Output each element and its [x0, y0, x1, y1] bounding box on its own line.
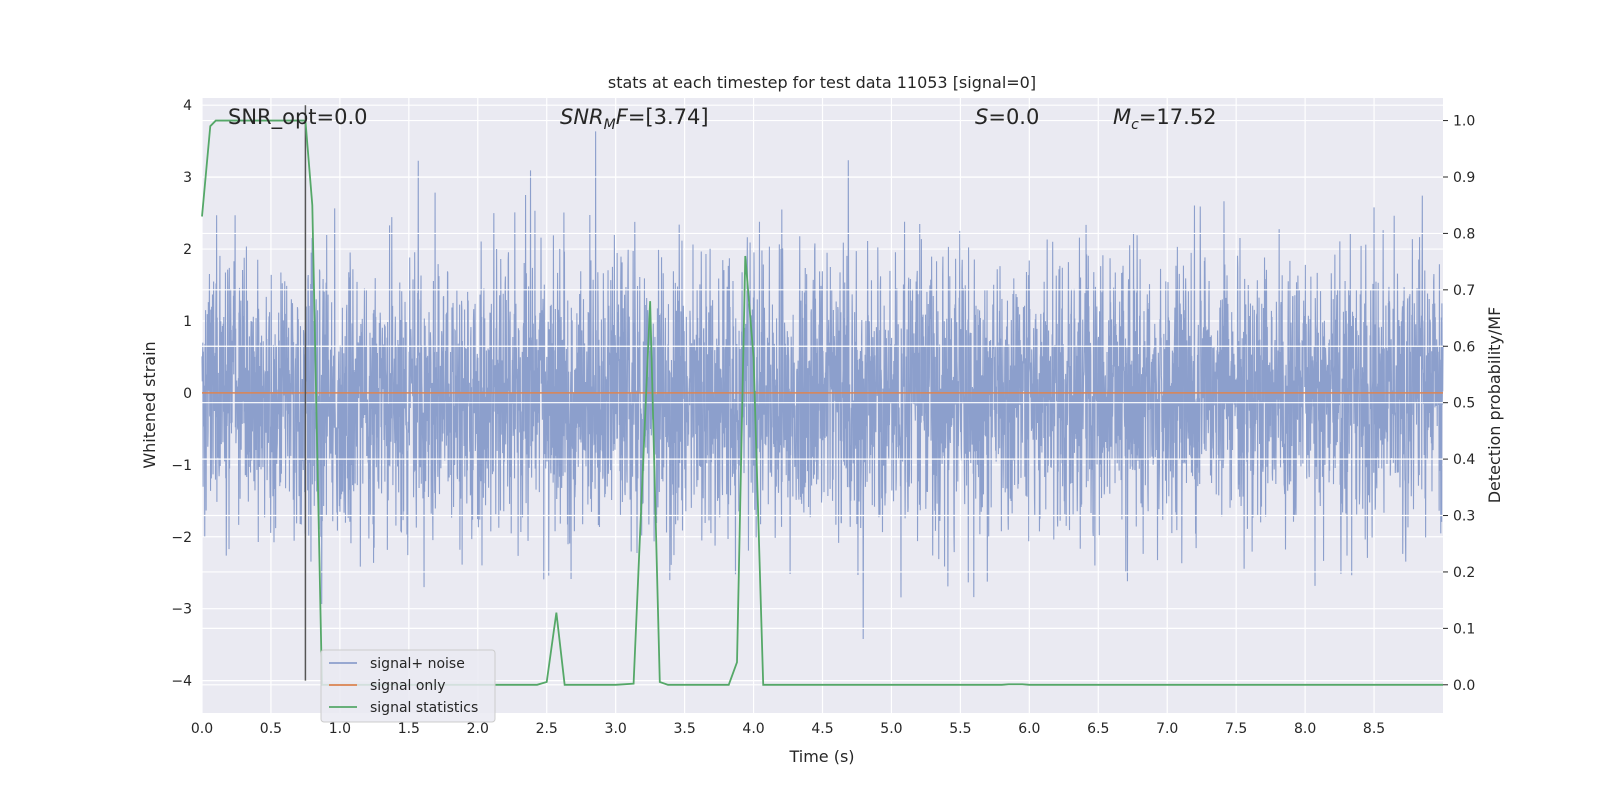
mc-italic: M [1113, 105, 1131, 129]
x-tick-label: 6.0 [1018, 721, 1040, 737]
legend-box [320, 649, 496, 723]
y-tick-label: 0 [183, 386, 192, 402]
x-tick-label: 3.5 [673, 721, 695, 737]
y-tick-label: 2 [183, 242, 192, 258]
y-tick-label: 3 [183, 170, 192, 186]
y-right-tick-label: 0.9 [1453, 170, 1475, 186]
x-ticks: 0.0 0.5 1.0 1.5 2.0 2.5 3.0 3.5 4.0 4.5 5.0 5.5 6.0 6… [191, 721, 1385, 737]
legend: signal+ noise signal only signal statist… [320, 649, 496, 723]
annotation-snr-opt: SNR_opt=0.0 [228, 105, 368, 130]
x-tick-label: 8.0 [1294, 721, 1316, 737]
y-right-tick-label: 1.0 [1453, 114, 1475, 130]
x-tick-label: 3.0 [605, 721, 627, 737]
noise-line [201, 131, 1444, 639]
x-tick-label: 4.5 [811, 721, 833, 737]
x-tick-label: 1.0 [329, 721, 351, 737]
y-right-tick-label: 0.4 [1453, 452, 1475, 468]
x-tick-label: 8.5 [1363, 721, 1385, 737]
legend-label-signal: signal only [370, 678, 445, 694]
y-right-tick-label: 0.0 [1453, 678, 1475, 694]
x-tick-label: 0.5 [260, 721, 282, 737]
annotation-snr-mf: SNRMF=[3.74] [560, 105, 709, 133]
y-tick-label: −4 [171, 674, 192, 690]
series-signal-statistics [201, 119, 1443, 686]
y-right-tick-label: 0.1 [1453, 621, 1475, 637]
snr-mf-value: =[3.74] [628, 105, 709, 129]
y-tick-label: −2 [171, 530, 192, 546]
y-right-tick-label: 0.5 [1453, 396, 1475, 412]
snr-mf-italic: SNR [560, 105, 604, 129]
y-tick-label: 4 [183, 98, 192, 114]
s-value: =0.0 [988, 105, 1039, 129]
s-italic: S [975, 105, 988, 129]
x-tick-label: 7.0 [1156, 721, 1178, 737]
legend-label-noise: signal+ noise [370, 656, 465, 672]
x-tick-label: 2.0 [467, 721, 489, 737]
annotation-s: S=0.0 [975, 105, 1039, 129]
x-tick-label: 1.5 [398, 721, 420, 737]
x-tick-label: 4.0 [742, 721, 764, 737]
y-tick-label: 1 [183, 314, 192, 330]
annotation-mc: Mc=17.52 [1113, 105, 1217, 133]
mc-sub: c [1131, 117, 1139, 133]
y-right-tick-label: 0.7 [1453, 283, 1475, 299]
series-signal-noise [201, 131, 1444, 639]
x-axis-label: Time (s) [788, 747, 854, 766]
x-tick-label: 7.5 [1225, 721, 1247, 737]
x-tick-label: 0.0 [191, 721, 213, 737]
legend-label-stats: signal statistics [370, 700, 478, 716]
y-right-tick-label: 0.6 [1453, 339, 1475, 355]
stats-line [201, 119, 1443, 686]
y-right-tick-label: 0.8 [1453, 226, 1475, 242]
y-tick-label: −3 [171, 602, 192, 618]
snr-mf-italic2: F [616, 105, 629, 129]
chart-title: stats at each timestep for test data 110… [608, 73, 1036, 92]
y-ticks: 4 3 2 1 0 −1 −2 −3 −4 [171, 98, 192, 689]
y-right-tick-label: 0.3 [1453, 509, 1475, 525]
x-tick-label: 6.5 [1087, 721, 1109, 737]
mc-value: =17.52 [1139, 105, 1217, 129]
x-tick-label: 2.5 [536, 721, 558, 737]
y-ticks-right: 1.0 0.9 0.8 0.7 0.6 0.5 0.4 0.3 0.2 0.1 0.0 [1443, 114, 1475, 694]
y-right-tick-label: 0.2 [1453, 565, 1475, 581]
y-tick-label: −1 [171, 458, 192, 474]
y-axis-label-right: Detection probability/MF [1485, 307, 1504, 504]
x-tick-label: 5.5 [949, 721, 971, 737]
y-axis-label: Whitened strain [140, 341, 159, 468]
x-tick-label: 5.0 [880, 721, 902, 737]
snr-mf-sub: M [604, 117, 616, 133]
